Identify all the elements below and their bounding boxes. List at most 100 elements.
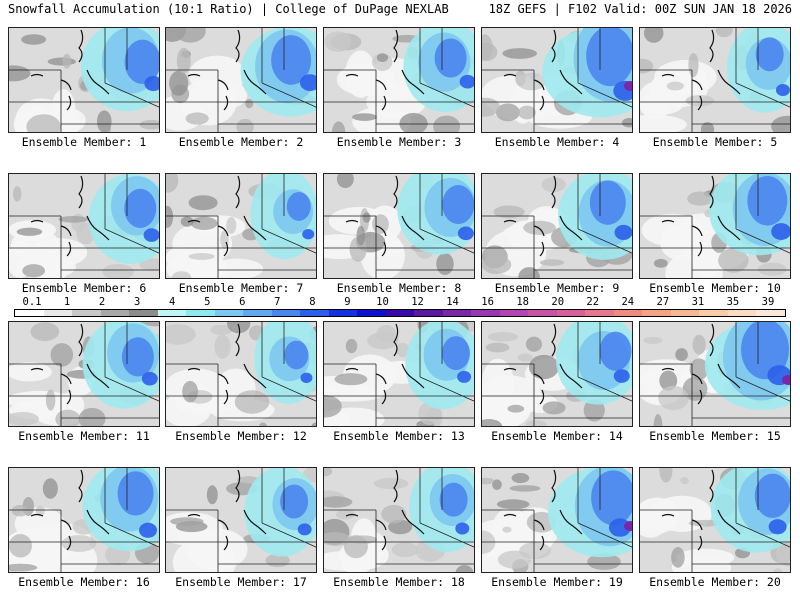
colorbar-segment xyxy=(556,310,586,316)
ensemble-member-label: Ensemble Member: 10 xyxy=(649,281,781,295)
snowfall-map xyxy=(166,174,316,278)
map-title: Snowfall Accumulation (10:1 Ratio) | Col… xyxy=(8,2,449,16)
colorbar-segment xyxy=(186,310,215,316)
ensemble-member-map xyxy=(323,467,475,573)
colorbar-segment xyxy=(243,310,272,316)
ensemble-member-map xyxy=(323,321,475,427)
snowfall-map xyxy=(9,28,159,132)
colorbar-segment xyxy=(129,310,158,316)
colorbar-segment xyxy=(670,310,700,316)
colorbar-segment xyxy=(528,310,557,316)
colorbar-segment xyxy=(300,310,329,316)
colorbar-segment xyxy=(414,310,443,316)
colorbar-segment xyxy=(271,310,301,316)
ensemble-member-map xyxy=(323,27,475,133)
snowfall-map xyxy=(166,322,316,426)
ensemble-member-map xyxy=(639,173,791,279)
colorbar-tick-label: 18 xyxy=(516,296,529,308)
colorbar-segment xyxy=(72,310,101,316)
colorbar-segment xyxy=(15,310,44,316)
snowfall-map xyxy=(324,468,474,572)
colorbar-segment xyxy=(756,310,785,316)
colorbar-tick-label: 8 xyxy=(309,296,316,308)
colorbar-tick-label: 0.1 xyxy=(22,296,42,308)
colorbar-segment xyxy=(499,310,529,316)
ensemble-member-label: Ensemble Member: 11 xyxy=(18,429,150,443)
colorbar-tick-label: 9 xyxy=(344,296,351,308)
ensemble-member-map xyxy=(165,321,317,427)
ensemble-member-map xyxy=(481,173,633,279)
colorbar-tick-label: 3 xyxy=(133,296,141,308)
snowfall-map xyxy=(482,468,632,572)
ensemble-member-label: Ensemble Member: 16 xyxy=(18,575,150,589)
ensemble-member-label: Ensemble Member: 3 xyxy=(336,135,462,149)
ensemble-member-label: Ensemble Member: 18 xyxy=(333,575,465,589)
ensemble-member-map xyxy=(8,467,160,573)
colorbar-tick-label: 22 xyxy=(586,296,600,308)
ensemble-member-map xyxy=(481,467,633,573)
ensemble-member-label: Ensemble Member: 19 xyxy=(491,575,623,589)
colorbar-tick-label: 5 xyxy=(204,296,211,308)
colorbar-tick-label: 27 xyxy=(656,296,670,308)
ensemble-member-map xyxy=(165,173,317,279)
colorbar-tick-label: 2 xyxy=(98,296,106,308)
colorbar-tick-label: 31 xyxy=(691,296,705,308)
snowfall-map xyxy=(9,174,159,278)
ensemble-member-label: Ensemble Member: 1 xyxy=(21,135,147,149)
ensemble-member-label: Ensemble Member: 2 xyxy=(178,135,304,149)
ensemble-member-map xyxy=(639,467,791,573)
colorbar-tick-label: 6 xyxy=(239,296,246,308)
ensemble-member-label: Ensemble Member: 14 xyxy=(491,429,623,443)
colorbar-segment xyxy=(157,310,187,316)
ensemble-member-map xyxy=(639,321,791,427)
ensemble-member-label: Ensemble Member: 4 xyxy=(494,135,620,149)
colorbar-tick-label: 1 xyxy=(63,296,71,308)
colorbar-tick-label: 7 xyxy=(274,296,281,308)
ensemble-member-map xyxy=(8,27,160,133)
ensemble-member-label: Ensemble Member: 20 xyxy=(649,575,781,589)
snowfall-colorbar xyxy=(14,309,786,317)
colorbar-segment xyxy=(100,310,130,316)
colorbar-tick-label: 20 xyxy=(551,296,565,308)
snowfall-map xyxy=(640,322,790,426)
colorbar-tick-label: 16 xyxy=(481,296,494,308)
snowfall-map xyxy=(324,174,474,278)
ensemble-member-map xyxy=(481,27,633,133)
colorbar-tick-label: 10 xyxy=(376,296,389,308)
ensemble-member-map xyxy=(481,321,633,427)
ensemble-member-label: Ensemble Member: 13 xyxy=(333,429,465,443)
ensemble-member-map xyxy=(323,173,475,279)
colorbar-segment xyxy=(727,310,757,316)
snowfall-map xyxy=(324,28,474,132)
colorbar-segment xyxy=(385,310,415,316)
colorbar-segment xyxy=(699,310,728,316)
ensemble-member-map xyxy=(8,173,160,279)
colorbar-segment xyxy=(471,310,500,316)
model-valid-time: 18Z GEFS | F102 Valid: 00Z SUN JAN 18 20… xyxy=(488,2,792,16)
ensemble-member-map xyxy=(639,27,791,133)
ensemble-member-label: Ensemble Member: 15 xyxy=(649,429,781,443)
snowfall-map xyxy=(482,174,632,278)
colorbar-tick-label: 4 xyxy=(169,296,176,308)
colorbar-tick-label: 24 xyxy=(621,296,635,308)
ensemble-member-label: Ensemble Member: 5 xyxy=(652,135,778,149)
colorbar-segment xyxy=(328,310,358,316)
snowfall-map xyxy=(166,28,316,132)
snowfall-map xyxy=(482,322,632,426)
colorbar-segment xyxy=(43,310,73,316)
colorbar-tick-label: 12 xyxy=(411,296,424,308)
snowfall-map xyxy=(640,468,790,572)
colorbar-tick-label: 39 xyxy=(761,296,775,308)
ensemble-member-label: Ensemble Member: 9 xyxy=(494,281,620,295)
colorbar-segment xyxy=(585,310,614,316)
colorbar-segment xyxy=(613,310,643,316)
ensemble-member-map xyxy=(165,467,317,573)
snowfall-map xyxy=(482,28,632,132)
snowfall-map xyxy=(166,468,316,572)
colorbar-segment xyxy=(214,310,244,316)
ensemble-member-map xyxy=(165,27,317,133)
snowfall-map xyxy=(324,322,474,426)
colorbar-tick-label: 14 xyxy=(446,296,459,308)
colorbar-segment xyxy=(357,310,386,316)
colorbar-segment xyxy=(442,310,472,316)
